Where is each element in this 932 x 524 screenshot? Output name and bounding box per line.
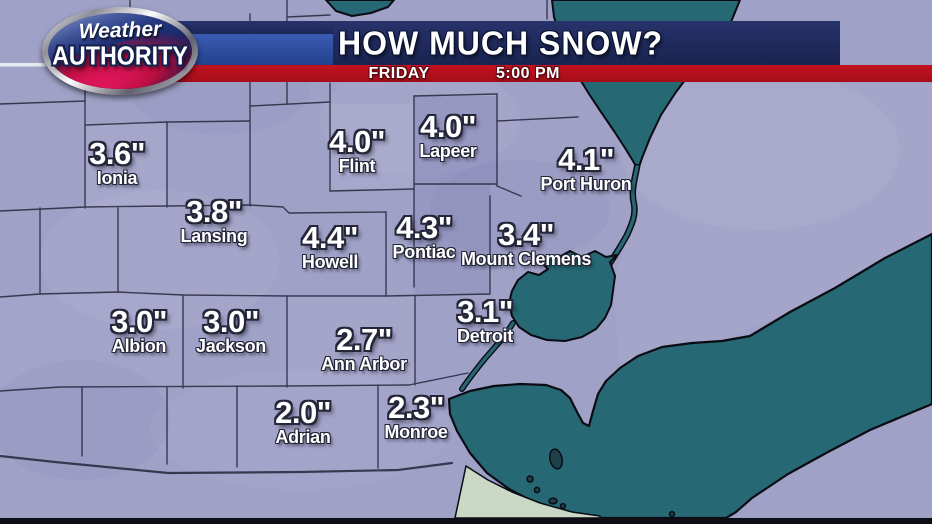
logo-authority-text: AUTHORITY (52, 41, 188, 72)
forecast-day: FRIDAY (368, 64, 430, 82)
city-label-lansing: 3.8" Lansing (180, 194, 248, 246)
snow-amount: 4.1" (558, 142, 614, 177)
weather-authority-logo: Weather AUTHORITY (42, 7, 198, 95)
snow-amount: 4.4" (302, 220, 358, 255)
snow-amount: 2.0" (275, 395, 331, 430)
city-label-jackson: 3.0" Jackson (196, 304, 266, 356)
city-name: Lansing (180, 226, 248, 246)
city-label-albion: 3.0" Albion (111, 304, 167, 356)
city-label-howell: 4.4" Howell (301, 220, 359, 272)
city-label-flint: 4.0" Flint (329, 124, 385, 176)
county-tints (0, 83, 932, 387)
city-label-ann-arbor: 2.7" Ann Arbor (321, 322, 407, 374)
city-label-mount-clemens: 3.4" Mount Clemens (460, 217, 592, 269)
detroit-river-water (460, 321, 515, 391)
lake-erie-islands (526, 448, 676, 518)
snow-amount: 3.1" (457, 294, 513, 329)
snow-amount: 3.4" (498, 217, 554, 252)
forecast-time: 5:00 PM (496, 64, 560, 82)
city-label-ionia: 3.6" Ionia (89, 136, 145, 188)
snow-amount: 3.0" (203, 304, 259, 339)
st-clair-river-water (608, 165, 639, 265)
city-name: Howell (301, 252, 359, 272)
bottom-bar (0, 518, 932, 524)
city-name: Mount Clemens (460, 249, 592, 269)
banner-red-strip (150, 65, 932, 82)
snow-amount: 3.0" (111, 304, 167, 339)
county-lines (0, 0, 579, 475)
city-name: Adrian (275, 427, 331, 447)
snow-amount: 4.3" (396, 210, 452, 245)
city-label-detroit: 3.1" Detroit (457, 294, 513, 346)
snow-amount: 4.0" (329, 124, 385, 159)
saginaw-bay (325, 0, 395, 17)
city-name: Ionia (96, 168, 138, 188)
city-label-monroe: 2.3" Monroe (384, 390, 448, 442)
city-label-lapeer: 4.0" Lapeer (419, 109, 477, 161)
city-label-pontiac: 4.3" Pontiac (392, 210, 456, 262)
lake-st-clair (508, 250, 618, 342)
city-name: Detroit (457, 326, 513, 346)
snow-amount: 2.3" (388, 390, 444, 425)
snow-amount: 2.7" (336, 322, 392, 357)
city-name: Lapeer (419, 141, 477, 161)
snow-amount: 4.0" (420, 109, 476, 144)
city-name: Albion (111, 336, 167, 356)
snow-amount: 3.6" (89, 136, 145, 171)
banner-title-box (333, 21, 840, 65)
city-label-port-huron: 4.1" Port Huron (540, 142, 632, 194)
logo-gloss (48, 13, 192, 89)
page-title: HOW MUCH SNOW? (338, 23, 664, 62)
logo-background (48, 13, 192, 89)
city-name: Pontiac (392, 242, 456, 262)
snow-amount: 3.8" (186, 194, 242, 229)
city-name: Monroe (384, 422, 448, 442)
city-name: Port Huron (540, 174, 632, 194)
city-name: Flint (338, 156, 376, 176)
white-road-line (0, 63, 46, 67)
city-name: Jackson (196, 336, 266, 356)
city-label-adrian: 2.0" Adrian (275, 395, 331, 447)
city-name: Ann Arbor (321, 354, 407, 374)
